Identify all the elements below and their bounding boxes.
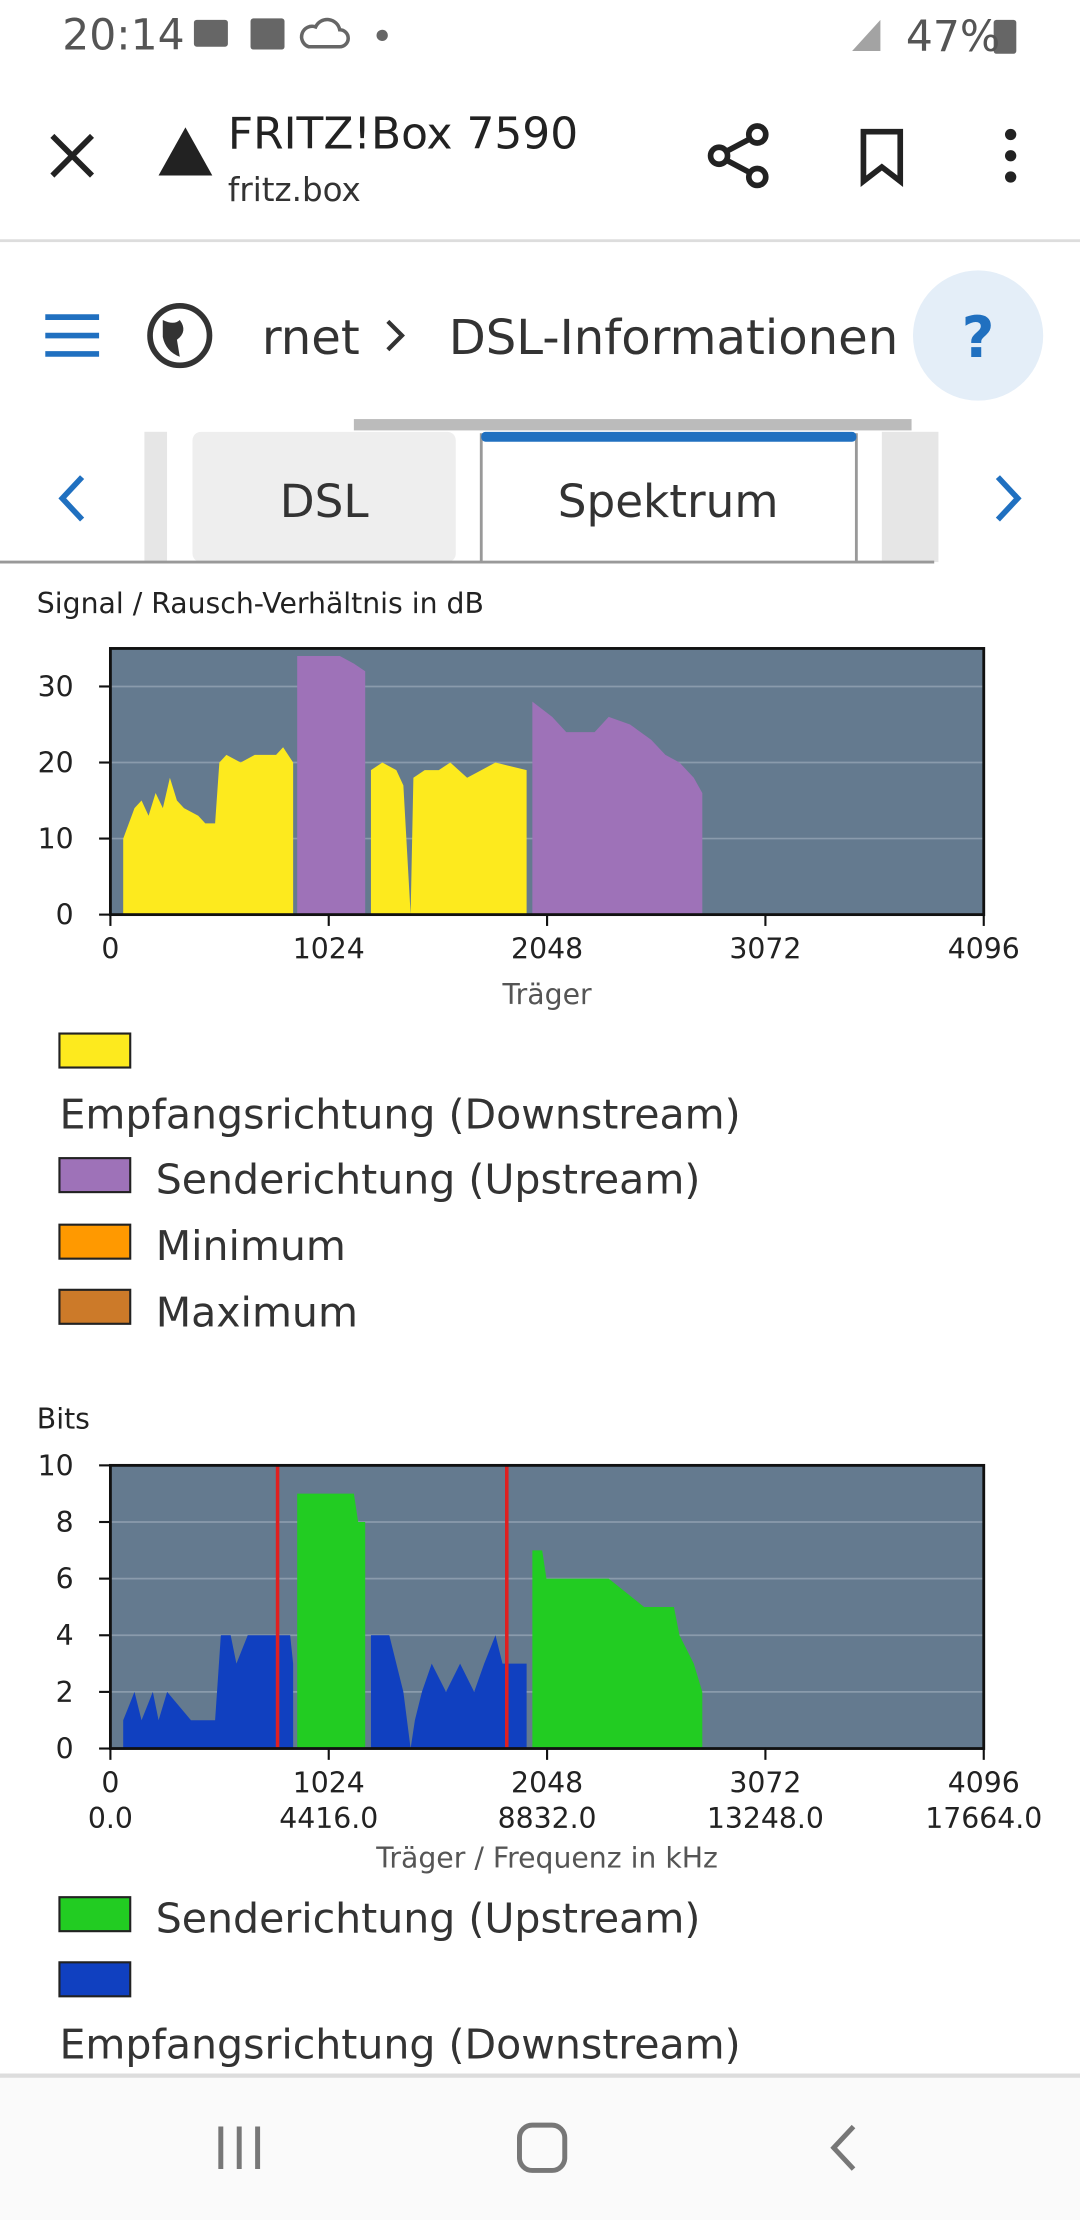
y-tick-label: 0 <box>56 1732 74 1765</box>
legend-swatch <box>58 1896 132 1933</box>
x-axis-label: Träger / Frequenz in kHz <box>375 1841 718 1874</box>
chart-title: Bits <box>37 1403 90 1436</box>
legend-swatch <box>58 1288 132 1325</box>
help-label: ? <box>962 305 995 371</box>
battery-level: 47% <box>906 13 1000 62</box>
x2-tick-label: 13248.0 <box>707 1802 824 1835</box>
legend-swatch <box>58 1223 132 1260</box>
status-icons <box>193 17 1017 54</box>
breadcrumb-prev[interactable]: rnet <box>262 310 360 366</box>
chart-title: Signal / Rausch-Verhältnis in dB <box>37 587 484 620</box>
x-tick-label: 1024 <box>293 933 365 966</box>
bookmark-icon[interactable] <box>860 128 904 187</box>
globe-land <box>162 319 184 357</box>
breadcrumb-separator <box>386 319 405 352</box>
y-tick-label: 2 <box>56 1676 74 1709</box>
x2-tick-label: 0.0 <box>88 1802 133 1835</box>
x-axis-label: Träger <box>502 978 592 1011</box>
x-tick-label: 2048 <box>511 933 583 966</box>
y-tick-label: 30 <box>38 670 74 703</box>
x-tick-label: 0 <box>101 1766 119 1799</box>
area <box>123 1635 527 1749</box>
hamburger[interactable] <box>45 314 100 357</box>
tab-next[interactable] <box>995 475 1022 522</box>
y-tick-label: 4 <box>56 1619 74 1652</box>
x-tick-label: 2048 <box>511 1766 583 1799</box>
share-icon[interactable] <box>707 123 769 189</box>
close-icon[interactable] <box>50 133 95 178</box>
x2-tick-label: 17664.0 <box>925 1802 1042 1835</box>
page-url: fritz.box <box>228 171 361 209</box>
tab-partial <box>144 431 168 563</box>
y-tick-label: 10 <box>38 822 74 855</box>
y-tick-label: 0 <box>56 899 74 932</box>
y-tick-label: 10 <box>38 1449 74 1482</box>
tab-partial <box>881 431 939 563</box>
page-title: FRITZ!Box 7590 <box>228 109 578 160</box>
breadcrumb-current: DSL-Informationen <box>449 310 899 366</box>
x-tick-label: 0 <box>101 933 119 966</box>
legend-label: Empfangsrichtung (Downstream) <box>59 1090 740 1138</box>
area <box>123 747 527 915</box>
legend-label: Senderichtung (Upstream) <box>156 1895 701 1943</box>
legend-label: Senderichtung (Upstream) <box>156 1156 701 1204</box>
legend-label: Empfangsrichtung (Downstream) <box>59 2021 740 2069</box>
tab-indicator <box>481 431 857 442</box>
legend-swatch <box>58 1157 132 1194</box>
menu-icon[interactable] <box>1004 128 1017 183</box>
y-tick-label: 8 <box>56 1506 74 1539</box>
x-tick-label: 1024 <box>293 1766 365 1799</box>
legend-swatch <box>58 1961 132 1998</box>
y-tick-label: 6 <box>56 1563 74 1596</box>
area <box>297 656 703 915</box>
charts: Signal / Rausch-Verhältnis in dB0102030E… <box>37 587 1042 2069</box>
x2-tick-label: 4416.0 <box>279 1802 378 1835</box>
globe-icon <box>147 302 213 369</box>
area <box>297 1493 703 1749</box>
legend-swatch <box>58 1032 132 1069</box>
y-tick-label: 20 <box>38 746 74 779</box>
status-time: 20:14 <box>62 12 184 61</box>
x2-tick-label: 8832.0 <box>498 1802 597 1835</box>
tab-scrollbar <box>353 419 912 431</box>
tab-label: Spektrum <box>558 475 779 528</box>
tab-prev[interactable] <box>58 475 85 522</box>
help-button[interactable] <box>912 270 1044 401</box>
tab-label: DSL <box>280 475 369 528</box>
x-tick-label: 3072 <box>729 1766 801 1799</box>
x-tick-label: 3072 <box>729 933 801 966</box>
legend-label: Maximum <box>156 1289 358 1337</box>
legend-label: Minimum <box>156 1222 346 1270</box>
divider <box>0 239 1080 243</box>
system-nav <box>0 2074 1080 2220</box>
x-tick-label: 4096 <box>948 933 1020 966</box>
system-buttons[interactable] <box>218 2122 856 2173</box>
x-tick-label: 4096 <box>948 1766 1020 1799</box>
tab[interactable] <box>192 431 456 563</box>
warning-icon[interactable] <box>158 127 213 176</box>
